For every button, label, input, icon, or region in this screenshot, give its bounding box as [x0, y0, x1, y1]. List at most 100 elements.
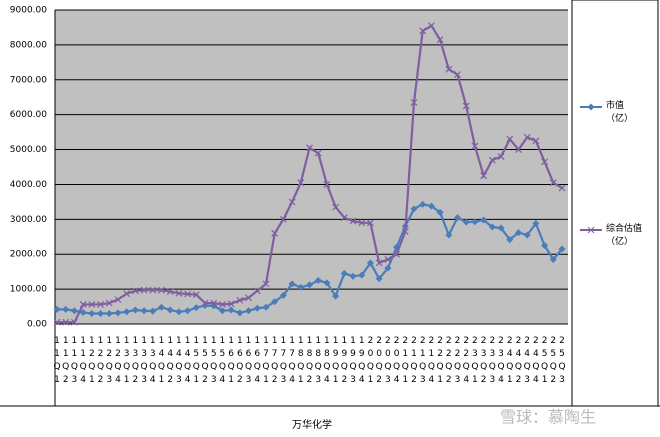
x-tick-label: 23Q2	[479, 336, 489, 388]
data-point	[358, 219, 366, 227]
data-point	[427, 22, 435, 30]
x-tick-label: 19Q1	[331, 336, 341, 388]
x-tick-label: 18Q3	[313, 336, 323, 388]
data-point	[297, 283, 305, 291]
data-point	[401, 228, 409, 235]
data-point	[532, 137, 540, 145]
data-point	[123, 290, 131, 298]
x-tick-label: 14Q1	[156, 336, 166, 388]
x-tick-label: 22Q3	[453, 336, 463, 388]
x-tick-label: 21Q4	[426, 336, 436, 388]
x-tick-label: 15Q3	[209, 336, 219, 388]
data-point	[419, 27, 427, 35]
x-tick-label: 15Q2	[200, 336, 210, 388]
x-tick-label: 20Q3	[383, 336, 393, 388]
x-tick-label: 16Q1	[226, 336, 236, 388]
data-point	[218, 307, 226, 315]
x-tick-label: 11Q2	[61, 336, 71, 388]
x-tick-label: 21Q2	[409, 336, 419, 388]
x-tick-label: 25Q3	[557, 336, 567, 388]
x-tick-label: 13Q3	[139, 336, 149, 388]
data-point	[384, 256, 392, 263]
data-point	[462, 102, 470, 110]
data-point	[166, 306, 174, 314]
chart-title: 万华化学	[292, 418, 332, 431]
x-tick-label: 21Q1	[400, 336, 410, 388]
data-point	[314, 149, 322, 157]
data-point	[488, 156, 496, 164]
data-point	[366, 259, 374, 267]
data-point	[105, 310, 113, 318]
data-point	[471, 218, 479, 226]
data-point	[97, 301, 104, 308]
x-tick-label: 16Q2	[235, 336, 245, 388]
x-tick-label: 14Q3	[174, 336, 184, 388]
data-point	[210, 299, 218, 307]
data-point	[419, 200, 427, 208]
legend-box	[571, 0, 659, 407]
data-point	[384, 264, 392, 272]
data-point	[506, 236, 514, 244]
data-point	[184, 307, 192, 315]
data-point	[297, 179, 305, 187]
data-point	[323, 181, 331, 188]
data-point	[375, 275, 383, 283]
data-point	[471, 142, 479, 150]
x-tick-label: 16Q3	[244, 336, 254, 388]
x-tick-label: 24Q1	[505, 336, 515, 388]
data-point	[349, 217, 357, 225]
data-point	[253, 304, 261, 312]
y-tick-label: 2000.00	[10, 250, 47, 260]
data-point	[549, 179, 557, 187]
data-point	[158, 286, 165, 294]
x-tick-label: 12Q2	[96, 336, 106, 388]
data-point	[79, 301, 87, 308]
data-point	[436, 36, 444, 44]
x-tick-label: 17Q3	[278, 336, 288, 388]
data-point	[166, 288, 174, 295]
data-point	[488, 223, 496, 231]
data-point	[227, 306, 235, 314]
data-point	[245, 307, 253, 315]
y-tick-label: 6000.00	[10, 110, 47, 120]
data-point	[88, 310, 96, 318]
data-point	[375, 259, 383, 267]
data-point	[184, 290, 192, 298]
data-point	[332, 292, 340, 300]
data-point	[105, 299, 113, 307]
data-point	[523, 231, 531, 239]
x-tick-label: 17Q1	[261, 336, 271, 388]
data-point	[201, 299, 209, 307]
data-point	[288, 198, 296, 206]
data-point	[506, 135, 514, 143]
data-point	[262, 280, 270, 288]
x-tick-label: 19Q2	[339, 336, 349, 388]
data-point	[349, 272, 357, 280]
x-tick-label: 23Q1	[470, 336, 480, 388]
data-point	[131, 287, 139, 295]
data-point	[497, 224, 505, 232]
watermark: 雪球：慕陶生	[500, 408, 596, 427]
legend-label: 市值（亿）	[606, 101, 634, 124]
data-point	[140, 307, 148, 315]
data-point	[427, 202, 435, 210]
data-point	[323, 279, 331, 287]
data-point	[514, 229, 522, 237]
data-point	[541, 242, 549, 249]
data-point	[192, 304, 200, 312]
x-tick-label: 20Q1	[365, 336, 375, 388]
data-point	[523, 133, 531, 141]
x-tick-label: 13Q4	[148, 336, 158, 388]
data-point	[79, 308, 87, 316]
x-tick-label: 18Q4	[322, 336, 332, 388]
data-point	[123, 308, 131, 316]
x-tick-label: 18Q2	[305, 336, 315, 388]
data-point	[279, 215, 287, 223]
data-point	[340, 214, 348, 222]
x-tick-label: 24Q3	[522, 336, 532, 388]
data-point	[279, 291, 287, 299]
data-point	[219, 301, 226, 308]
y-tick-label: 8000.00	[10, 40, 47, 50]
x-tick-label: 19Q4	[357, 336, 367, 388]
